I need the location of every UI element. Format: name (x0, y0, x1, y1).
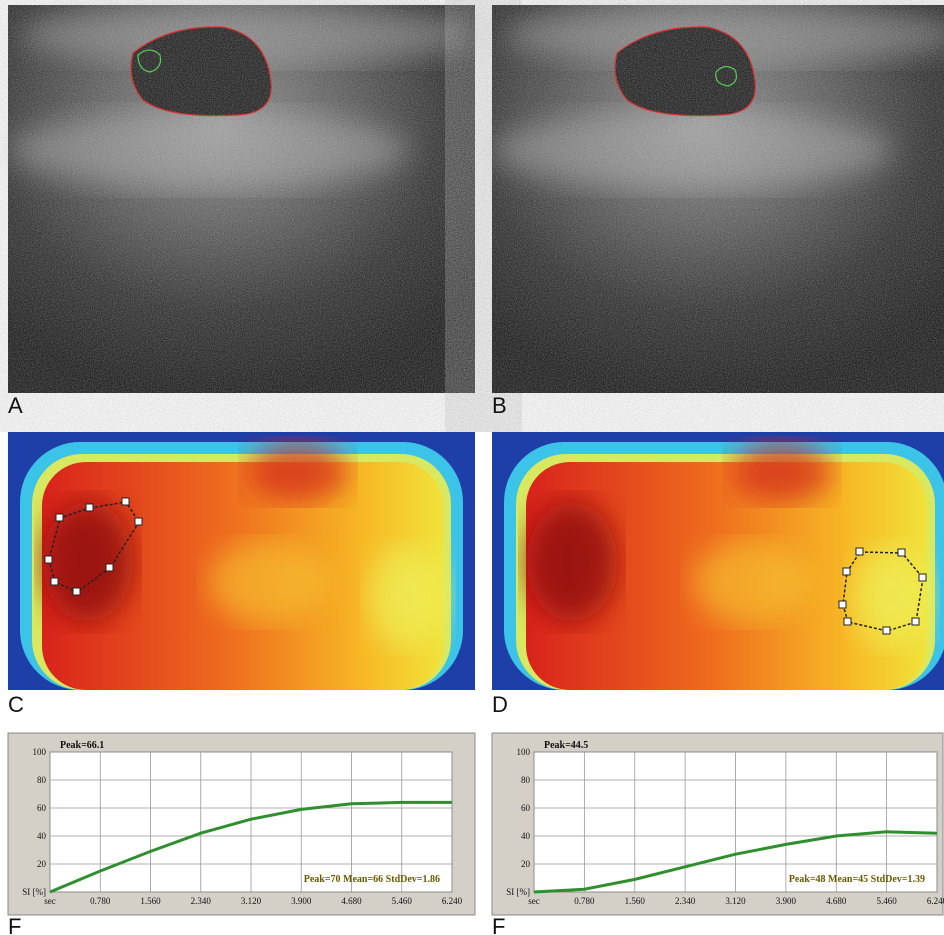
x-tick-label: 3.120 (725, 896, 746, 906)
x-tick-label: 2.340 (191, 896, 212, 906)
x-tick-label: 0.780 (574, 896, 595, 906)
panel-label: D (492, 692, 508, 717)
x-tick-label: 5.460 (877, 896, 898, 906)
x-tick-label: 4.680 (826, 896, 847, 906)
panel-label: C (8, 692, 24, 717)
x-tick-label: 2.340 (675, 896, 696, 906)
heatmap-image (8, 432, 475, 690)
panel-label: A (8, 393, 23, 418)
y-tick-label: 80 (37, 775, 47, 785)
y-tick-label: 20 (521, 859, 531, 869)
y-tick-label: SI [%] (22, 887, 46, 897)
annotation: Peak=66.1 (60, 740, 104, 751)
x-tick-label: 5.460 (392, 896, 413, 906)
y-tick-label: 100 (517, 747, 531, 757)
annotation: Peak=70 Mean=66 StdDev=1.86 (304, 874, 440, 885)
x-tick-label: 6.240 (927, 896, 944, 906)
y-tick-label: 80 (521, 775, 531, 785)
x-tick-label: 1.560 (625, 896, 646, 906)
x-tick-label: sec (44, 896, 56, 906)
y-tick-label: 40 (37, 831, 47, 841)
ultrasound-image (8, 5, 478, 393)
panel-label: B (492, 393, 507, 418)
y-tick-label: SI [%] (506, 887, 530, 897)
y-tick-label: 60 (37, 803, 47, 813)
annotation: Peak=48 Mean=45 StdDev=1.39 (789, 874, 925, 885)
x-tick-label: 0.780 (90, 896, 111, 906)
y-tick-label: 20 (37, 859, 47, 869)
y-tick-label: 40 (521, 831, 531, 841)
panel-label: F (8, 914, 21, 935)
x-tick-label: 3.120 (241, 896, 262, 906)
x-tick-label: 3.900 (291, 896, 312, 906)
heatmap-image (492, 432, 944, 690)
x-tick-label: 3.900 (776, 896, 797, 906)
ultrasound-image (492, 5, 944, 393)
x-tick-label: 4.680 (341, 896, 362, 906)
y-tick-label: 100 (33, 747, 47, 757)
figure: A B C D F F SI [%] 20 40 60 80 100 sec 0.780 1.5… (0, 0, 944, 935)
x-tick-label: 6.240 (442, 896, 463, 906)
y-tick-label: 60 (521, 803, 531, 813)
panel-label: F (492, 914, 505, 935)
x-tick-label: sec (528, 896, 540, 906)
x-tick-label: 1.560 (140, 896, 161, 906)
annotation: Peak=44.5 (544, 740, 588, 751)
